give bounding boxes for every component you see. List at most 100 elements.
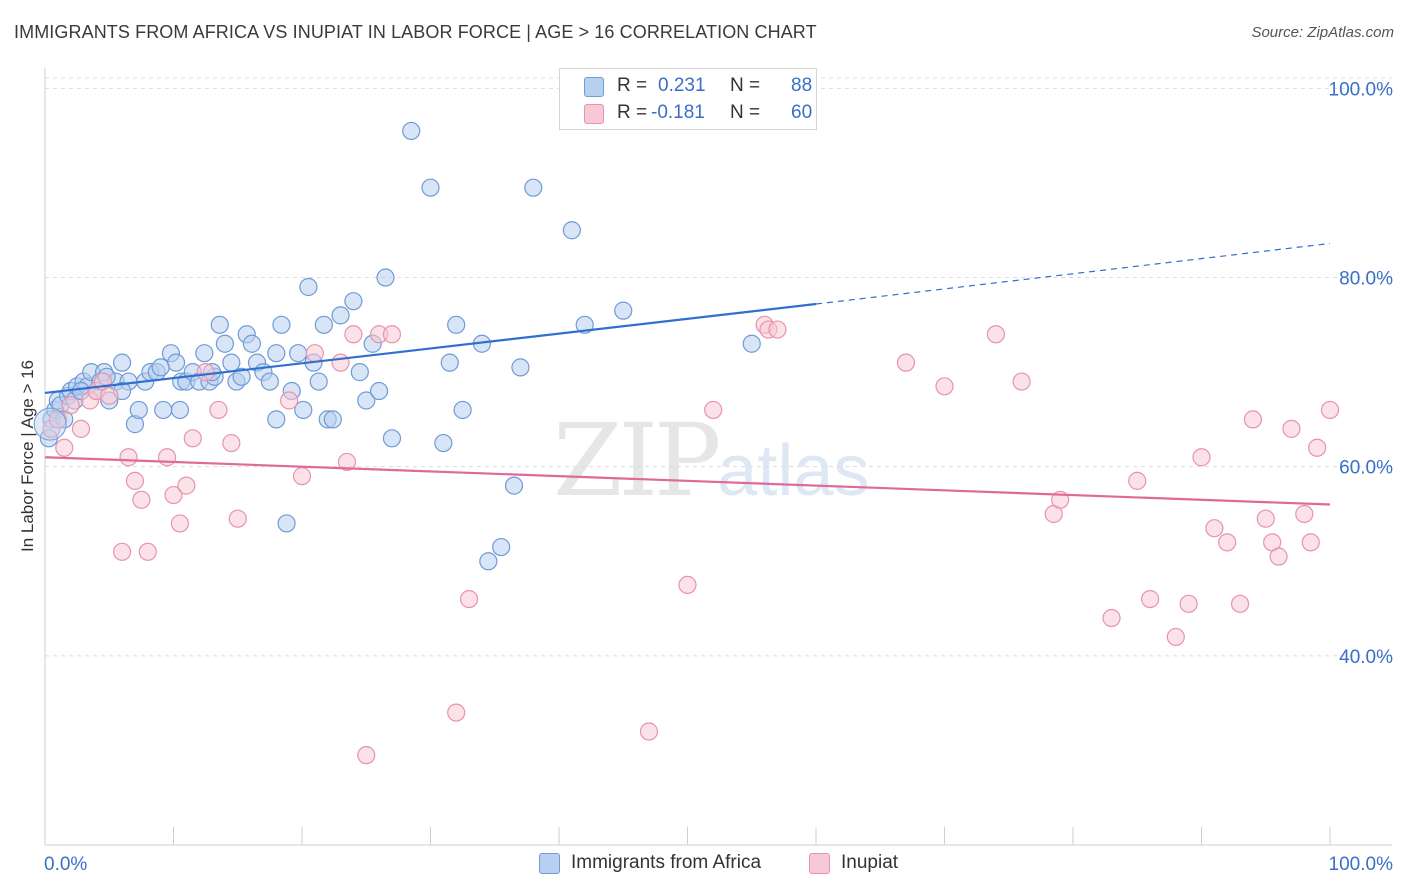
legend-n-label: N = bbox=[730, 102, 761, 123]
data-point-pink bbox=[357, 746, 376, 765]
data-point-pink bbox=[132, 490, 151, 509]
data-point-blue bbox=[260, 372, 279, 391]
data-point-pink bbox=[1179, 594, 1198, 613]
data-point-blue bbox=[170, 400, 190, 420]
data-point-pink bbox=[331, 353, 350, 372]
x-tick-label-left: 0.0% bbox=[44, 854, 87, 875]
source-label: Source: ZipAtlas.com bbox=[1251, 24, 1394, 41]
legend-r-label: R = bbox=[617, 75, 648, 96]
legend-r-label: R = bbox=[617, 102, 648, 123]
data-point-pink bbox=[935, 377, 954, 396]
stats-legend: R = 0.231 N = 88 R = -0.181 N = 60 bbox=[559, 68, 817, 130]
data-point-pink bbox=[1308, 438, 1327, 457]
data-point-blue bbox=[370, 381, 389, 401]
data-point-blue bbox=[166, 353, 186, 372]
legend-r-value: 0.231 bbox=[658, 75, 706, 96]
data-point-blue bbox=[289, 344, 308, 363]
data-point-pink bbox=[1282, 419, 1301, 438]
trend-line-blue bbox=[44, 302, 817, 395]
trend-line-extension-blue bbox=[815, 242, 1331, 305]
data-point-pink bbox=[639, 722, 659, 741]
legend-n-label: N = bbox=[730, 75, 761, 96]
data-point-pink bbox=[1192, 448, 1211, 467]
x-tick-label-right: 100.0% bbox=[1329, 854, 1394, 875]
data-point-blue bbox=[331, 306, 350, 325]
data-point-blue bbox=[154, 400, 173, 420]
data-point-blue bbox=[309, 372, 328, 391]
data-point-blue bbox=[314, 315, 333, 334]
data-point-blue bbox=[277, 514, 296, 533]
data-point-blue bbox=[492, 537, 511, 557]
data-point-pink bbox=[164, 485, 183, 505]
data-point-pink bbox=[71, 419, 91, 438]
data-point-pink bbox=[1320, 400, 1340, 420]
data-point-blue bbox=[195, 344, 214, 363]
data-point-pink bbox=[1243, 410, 1263, 429]
data-point-pink bbox=[55, 438, 74, 457]
data-point-blue bbox=[294, 400, 313, 420]
data-point-pink bbox=[183, 429, 202, 448]
data-point-pink bbox=[896, 353, 916, 372]
legend-swatch-pink bbox=[584, 104, 604, 124]
data-point-pink bbox=[768, 320, 787, 339]
bottom-legend-swatch-pink bbox=[809, 853, 830, 874]
data-point-pink bbox=[112, 542, 132, 561]
data-point-pink bbox=[1218, 533, 1237, 552]
data-point-pink bbox=[1256, 509, 1275, 528]
data-point-blue bbox=[267, 410, 286, 429]
data-point-blue bbox=[267, 344, 286, 363]
data-point-pink bbox=[1301, 533, 1320, 552]
data-point-blue bbox=[151, 358, 170, 377]
data-point-blue bbox=[453, 400, 472, 420]
data-point-blue bbox=[357, 391, 376, 410]
data-point-pink bbox=[1269, 547, 1288, 566]
data-point-pink bbox=[196, 363, 215, 382]
data-point-pink bbox=[61, 396, 80, 415]
data-point-pink bbox=[1128, 471, 1147, 490]
data-point-blue bbox=[421, 178, 440, 197]
data-point-pink bbox=[1166, 627, 1185, 647]
bottom-legend-swatch-blue bbox=[539, 853, 560, 874]
y-tick-label: 60.0% bbox=[1339, 458, 1393, 479]
data-point-blue bbox=[402, 121, 421, 141]
data-point-pink bbox=[157, 448, 177, 467]
data-point-pink bbox=[1205, 519, 1224, 538]
data-point-blue bbox=[299, 277, 318, 297]
data-point-blue bbox=[575, 315, 594, 334]
data-point-pink bbox=[222, 433, 241, 453]
data-point-blue bbox=[350, 363, 369, 382]
data-point-blue bbox=[742, 334, 761, 353]
data-point-pink bbox=[1012, 372, 1031, 391]
data-point-blue bbox=[376, 268, 395, 287]
data-point-blue bbox=[382, 429, 402, 448]
data-point-pink bbox=[119, 448, 138, 467]
data-point-pink bbox=[209, 400, 228, 420]
data-point-pink bbox=[704, 400, 723, 420]
data-point-pink bbox=[280, 391, 299, 410]
y-tick-label: 40.0% bbox=[1339, 647, 1393, 668]
data-point-blue bbox=[447, 315, 466, 334]
legend-swatch-blue bbox=[584, 77, 604, 97]
data-point-pink bbox=[1295, 504, 1314, 524]
data-point-blue bbox=[272, 315, 291, 334]
data-point-pink bbox=[177, 476, 196, 495]
data-point-blue bbox=[479, 552, 498, 571]
bottom-legend-label: Immigrants from Africa bbox=[571, 852, 762, 873]
cluster-point-blue bbox=[33, 407, 67, 441]
data-point-blue bbox=[222, 353, 241, 372]
data-point-blue bbox=[511, 358, 530, 377]
chart-title: IMMIGRANTS FROM AFRICA VS INUPIAT IN LAB… bbox=[14, 22, 817, 42]
data-point-pink bbox=[382, 325, 402, 344]
data-point-pink bbox=[459, 589, 479, 609]
data-point-pink bbox=[678, 575, 697, 595]
data-point-pink bbox=[986, 325, 1006, 344]
data-point-pink bbox=[1102, 608, 1121, 628]
legend-n-value: 60 bbox=[791, 102, 813, 123]
data-point-pink bbox=[1230, 594, 1250, 613]
data-point-blue bbox=[344, 292, 363, 311]
data-point-blue bbox=[434, 433, 453, 453]
data-point-blue bbox=[614, 301, 633, 320]
data-point-blue bbox=[215, 334, 234, 353]
legend-n-value: 88 bbox=[791, 75, 813, 96]
